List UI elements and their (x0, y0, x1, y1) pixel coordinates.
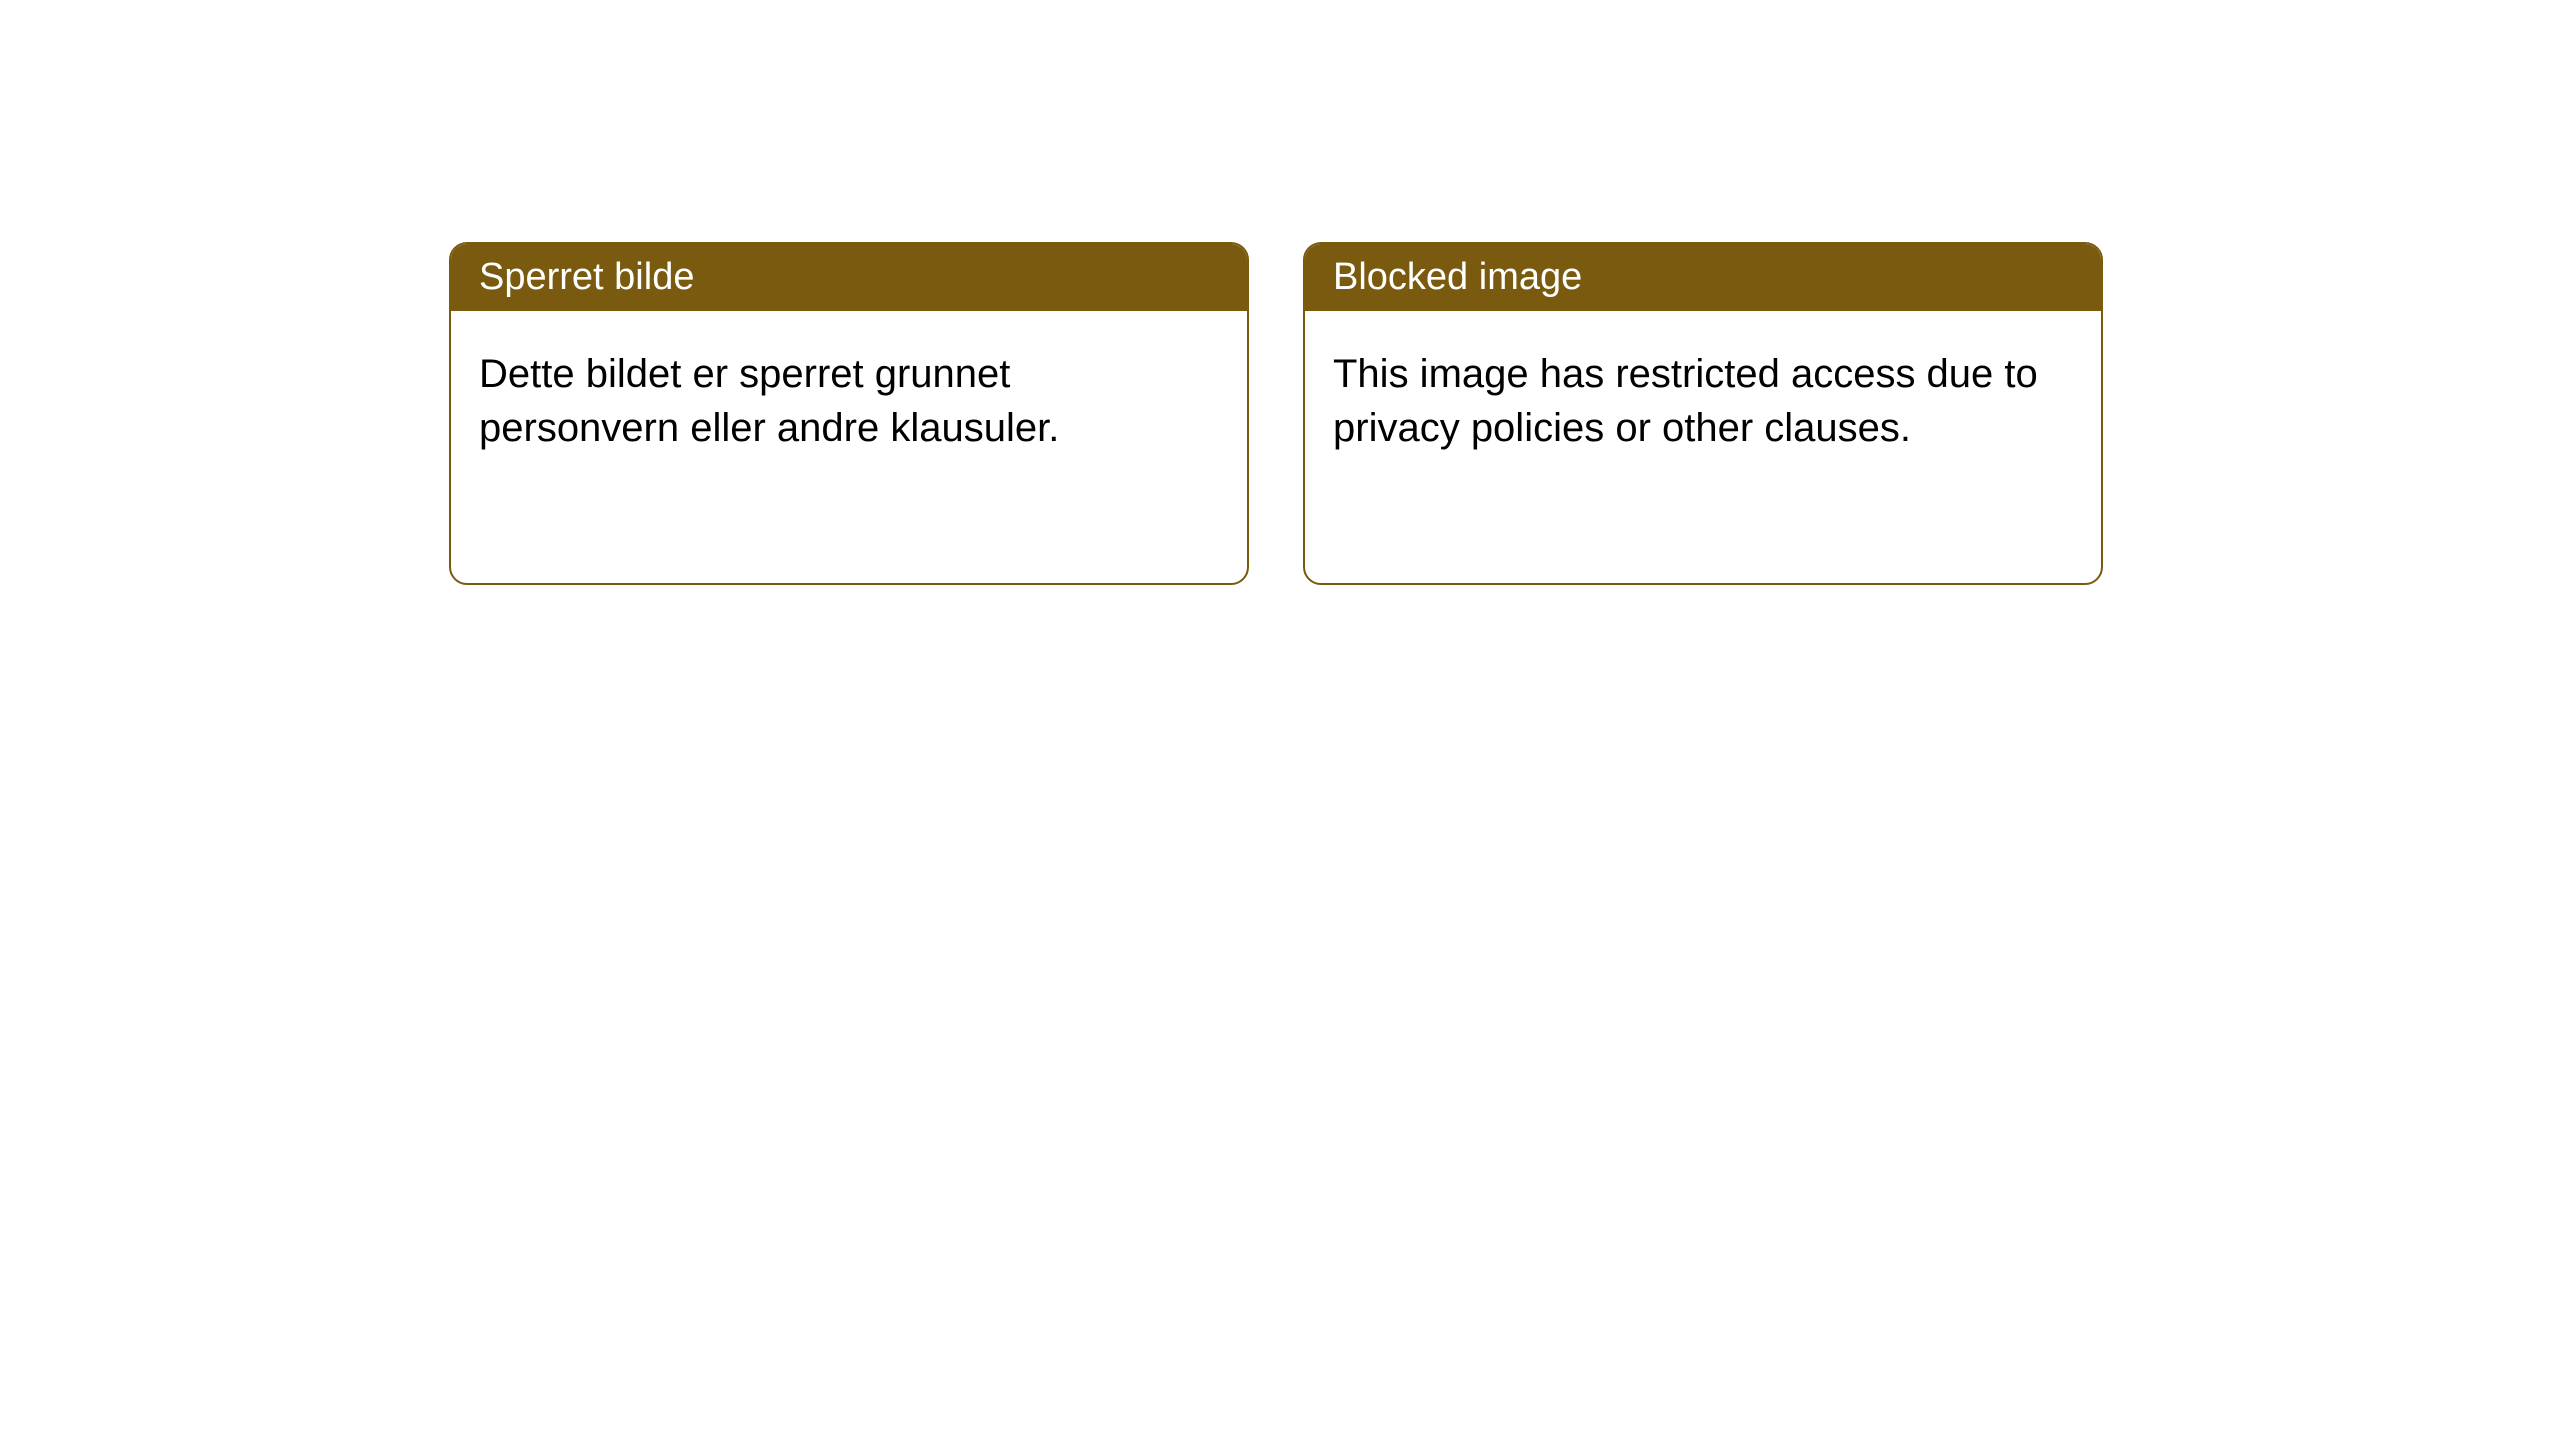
card-header-en: Blocked image (1305, 244, 2101, 311)
card-header-no: Sperret bilde (451, 244, 1247, 311)
card-body-no: Dette bildet er sperret grunnet personve… (451, 311, 1247, 583)
blocked-image-card-no: Sperret bilde Dette bildet er sperret gr… (449, 242, 1249, 585)
cards-container: Sperret bilde Dette bildet er sperret gr… (449, 242, 2103, 585)
blocked-image-card-en: Blocked image This image has restricted … (1303, 242, 2103, 585)
card-body-en: This image has restricted access due to … (1305, 311, 2101, 583)
